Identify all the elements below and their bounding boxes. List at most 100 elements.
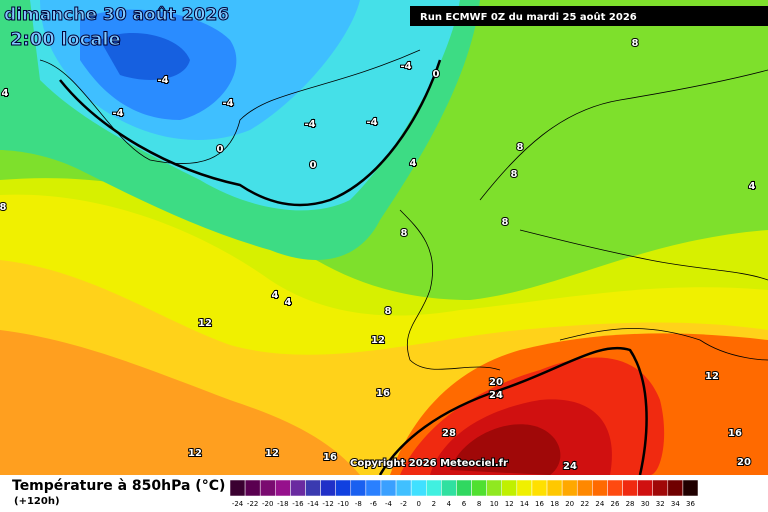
contour-label: 16	[728, 428, 742, 439]
contour-label: 28	[442, 428, 456, 439]
contour-label: 4	[410, 158, 417, 169]
legend-swatch	[395, 479, 412, 497]
contour-label: 0	[217, 144, 224, 155]
legend-subtitle: (+120h)	[14, 496, 60, 507]
legend-label: -8	[355, 500, 362, 508]
legend-label: 36	[686, 500, 695, 508]
legend-label: 12	[505, 500, 514, 508]
legend-label: -12	[322, 500, 333, 508]
copyright: Copyright 2026 Meteociel.fr	[350, 458, 508, 469]
legend-label: 4	[447, 500, 452, 508]
isotherm-0	[59, 59, 442, 207]
contour-label: 24	[489, 390, 503, 401]
legend-label: -20	[262, 500, 273, 508]
contour-label: 12	[198, 318, 212, 329]
legend-swatch	[335, 479, 352, 497]
zone	[450, 424, 561, 475]
legend-swatch	[350, 479, 367, 497]
legend-swatch	[682, 479, 699, 497]
legend-swatch	[622, 479, 638, 497]
legend-swatch	[546, 479, 563, 497]
contour-label: 8	[517, 142, 524, 153]
contour-label: 8	[502, 217, 509, 228]
legend-swatch	[607, 479, 623, 497]
legend-label: 6	[462, 500, 467, 508]
legend-label: -16	[292, 500, 304, 508]
map-subtitle: 2:00 locale	[10, 29, 121, 50]
legend-label: 18	[550, 500, 559, 508]
legend-swatch	[667, 479, 684, 497]
legend-label: 24	[595, 500, 604, 508]
legend-label: -4	[385, 500, 393, 508]
legend-swatch	[410, 479, 427, 497]
legend-swatch	[561, 479, 578, 497]
legend-label: 28	[626, 500, 635, 508]
contour-label: 0	[433, 69, 440, 80]
legend-swatch	[229, 479, 246, 497]
legend-label: 30	[641, 500, 650, 508]
legend-title: Température à 850hPa (°C)	[12, 478, 225, 494]
map-title: dimanche 30 août 2026	[4, 5, 229, 25]
legend-swatch	[456, 479, 472, 497]
contour-label: 20	[737, 457, 751, 468]
legend-swatch	[441, 479, 457, 497]
legend-swatch	[275, 479, 291, 497]
legend-swatch	[380, 479, 397, 497]
contour-label: 4	[272, 290, 279, 301]
legend-label: -24	[232, 500, 244, 508]
legend-label: -2	[400, 500, 407, 508]
legend-swatch	[486, 479, 502, 497]
legend-swatch	[305, 479, 321, 497]
legend-swatch	[244, 479, 261, 497]
legend-label: 26	[611, 500, 620, 508]
contour-label: 4	[749, 181, 756, 192]
contour-label: 24	[563, 461, 577, 472]
contour-label: -4	[222, 98, 233, 109]
legend-label: 8	[477, 500, 481, 508]
legend-label: 16	[535, 500, 544, 508]
contour-label: 0	[310, 160, 317, 171]
contour-label: 12	[265, 448, 279, 459]
contour-label: -4	[304, 119, 315, 130]
contour-label: 12	[371, 335, 385, 346]
zone	[100, 32, 190, 80]
run-info: Run ECMWF 0Z du mardi 25 août 2026	[420, 11, 637, 23]
legend-label: -18	[277, 500, 288, 508]
legend-swatch	[290, 479, 306, 497]
legend-label: 22	[580, 500, 589, 508]
zone	[0, 330, 360, 475]
legend-swatch	[501, 479, 518, 497]
legend-swatch	[426, 479, 442, 497]
contour-label: 12	[705, 371, 719, 382]
legend-swatch	[471, 479, 487, 497]
legend-swatch	[531, 479, 548, 497]
contour-label: 8	[401, 228, 408, 239]
legend-label: 14	[520, 500, 529, 508]
legend-swatch	[637, 479, 653, 497]
contour-label: 4	[285, 297, 292, 308]
legend-swatch	[259, 479, 276, 497]
legend-swatch	[652, 479, 669, 497]
contour-label: -4	[400, 61, 411, 72]
legend-label: -22	[247, 500, 258, 508]
legend-label: -10	[338, 500, 349, 508]
contour-label: 16	[323, 452, 337, 463]
legend-label: 34	[671, 500, 680, 508]
legend-label: 0	[416, 500, 420, 508]
contour-label: 8	[0, 202, 7, 213]
legend-label: 32	[656, 500, 665, 508]
isotherm-20	[378, 346, 648, 476]
contour-label: -4	[112, 108, 123, 119]
legend-swatch	[365, 479, 382, 497]
run-box	[410, 6, 768, 26]
contour-label: 8	[511, 169, 518, 180]
contour-label: 16	[376, 388, 390, 399]
contour-label: 20	[489, 377, 503, 388]
contour-label: 8	[385, 306, 392, 317]
legend-label: 10	[490, 500, 499, 508]
legend-swatch	[592, 479, 608, 497]
contour-label: 12	[188, 448, 202, 459]
contour-label: -4	[366, 117, 377, 128]
